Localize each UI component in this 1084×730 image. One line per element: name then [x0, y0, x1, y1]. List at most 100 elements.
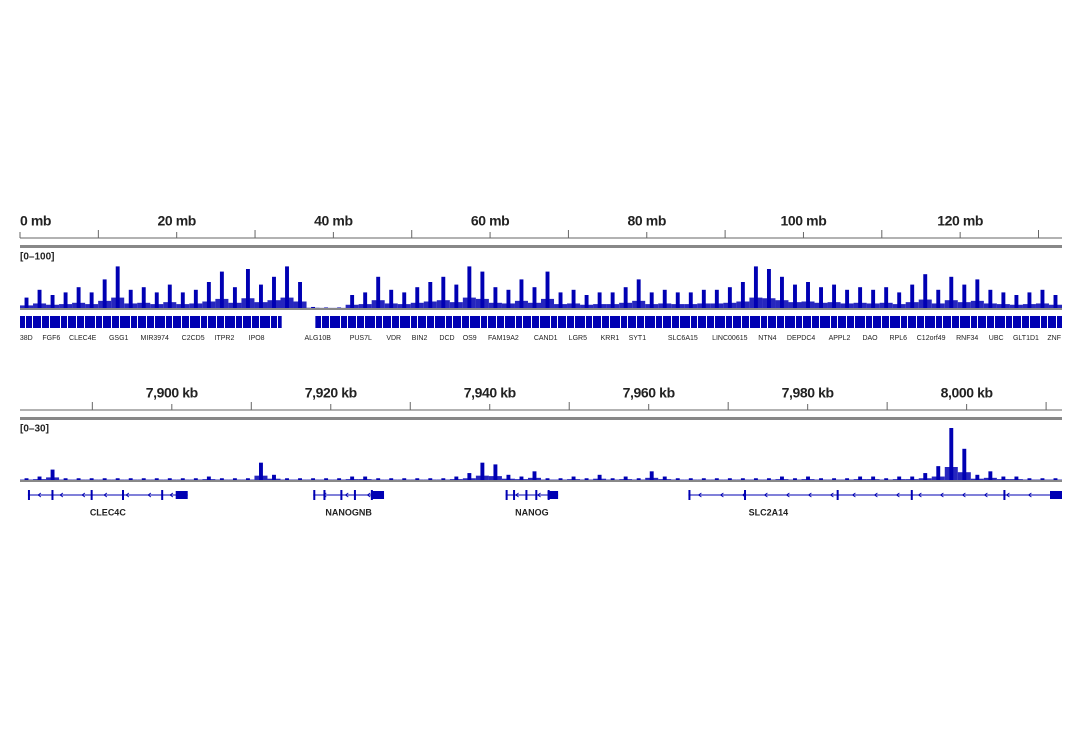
- coverage-fill: [788, 302, 802, 308]
- coverage-fill: [85, 304, 99, 308]
- gene-gap: [977, 316, 978, 328]
- gene-gap: [364, 316, 365, 328]
- gene-gap: [959, 316, 960, 328]
- strand-arrow: [81, 492, 86, 498]
- coverage-bar: [115, 478, 120, 480]
- exon: [122, 490, 125, 500]
- coverage-fill: [567, 479, 581, 480]
- coverage-bar: [897, 292, 902, 308]
- coverage-bar: [962, 284, 967, 308]
- gene-gap: [784, 316, 785, 328]
- gene-label: DEPDC4: [787, 335, 816, 342]
- coverage-bar: [506, 474, 511, 480]
- coverage-bar: [350, 476, 355, 480]
- exon: [688, 490, 691, 500]
- coverage-bar: [219, 271, 224, 308]
- gene-gap: [557, 316, 558, 328]
- gene-gap: [522, 316, 523, 328]
- gene-gap: [356, 316, 357, 328]
- gene-gap: [760, 316, 761, 328]
- coverage-fill: [1048, 304, 1062, 308]
- gene-gap: [585, 316, 586, 328]
- gene-gap: [259, 316, 260, 328]
- coverage-bar: [988, 471, 993, 480]
- gene-gap: [111, 316, 112, 328]
- gene-gap: [200, 316, 201, 328]
- coverage-fill: [202, 301, 216, 308]
- coverage-bar: [402, 292, 407, 308]
- coverage-bar: [819, 478, 823, 480]
- exon: [90, 490, 93, 500]
- gene-gap: [32, 316, 33, 328]
- coverage-bar: [193, 478, 198, 480]
- ruler-label: 100 mb: [781, 213, 827, 229]
- coverage-fill: [1035, 303, 1049, 308]
- coverage-bar: [766, 478, 771, 480]
- coverage-bar: [63, 292, 68, 308]
- gene-gap: [846, 316, 847, 328]
- gene-gap: [935, 316, 936, 328]
- coverage-bar: [467, 266, 472, 308]
- coverage-fill: [957, 472, 971, 480]
- coverage-bar: [467, 473, 472, 480]
- coverage-bar: [532, 287, 537, 308]
- coverage-fill: [775, 300, 789, 308]
- coverage-bar: [441, 276, 446, 308]
- gene-label: DCD: [439, 335, 454, 342]
- coverage-fill: [189, 303, 203, 308]
- gene-gap: [487, 316, 488, 328]
- coverage-fill: [163, 302, 177, 308]
- gene-gap: [102, 316, 103, 328]
- gene-gap: [1056, 316, 1057, 328]
- coverage-fill: [358, 479, 372, 480]
- coverage-bar: [102, 279, 107, 308]
- coverage-bar: [897, 476, 902, 480]
- exon: [513, 490, 516, 500]
- gene-gap: [154, 316, 155, 328]
- ruler-label: 7,940 kb: [464, 385, 516, 401]
- gene-gap: [767, 316, 768, 328]
- gene-label: ZNF: [1047, 335, 1061, 342]
- coverage-bar: [558, 292, 563, 308]
- gene-gap: [942, 316, 943, 328]
- coverage-fill: [358, 304, 372, 308]
- coverage-bar: [949, 276, 954, 308]
- exon: [836, 490, 839, 500]
- coverage-fill: [423, 301, 437, 308]
- coverage-bar: [740, 478, 745, 480]
- gene-gap: [165, 316, 166, 328]
- coverage-bar: [376, 478, 381, 480]
- coverage-fill: [866, 479, 880, 480]
- coverage-bar: [115, 266, 120, 308]
- gene-gap: [480, 316, 481, 328]
- coverage-bar: [219, 478, 224, 480]
- gene-gap: [636, 316, 637, 328]
- exon: [372, 491, 385, 499]
- strand-arrow: [59, 492, 64, 498]
- coverage-fill: [866, 303, 880, 308]
- coverage-bar: [154, 478, 159, 480]
- gene-gap: [776, 316, 777, 328]
- coverage-bar: [272, 276, 276, 308]
- coverage-fill: [892, 479, 906, 480]
- gene-gap: [837, 316, 838, 328]
- gene-gap: [426, 316, 427, 328]
- coverage-bar: [1040, 478, 1045, 480]
- strand-arrow: [961, 492, 966, 498]
- coverage-bar: [350, 295, 355, 308]
- coverage-bar: [832, 284, 837, 308]
- ruler-label: 7,920 kb: [305, 385, 357, 401]
- coverage-fill: [254, 302, 268, 308]
- coverage-fill: [124, 303, 138, 308]
- gene-gap: [469, 316, 470, 328]
- coverage-bar: [753, 266, 758, 308]
- coverage-bar: [415, 287, 420, 308]
- coverage-bar: [871, 289, 876, 308]
- coverage-bar: [1001, 292, 1006, 308]
- coverage-bar: [337, 307, 342, 308]
- coverage-bar: [493, 287, 498, 308]
- coverage-fill: [98, 300, 112, 308]
- gene-gap: [410, 316, 411, 328]
- coverage-fill: [527, 302, 541, 308]
- coverage-fill: [853, 302, 867, 308]
